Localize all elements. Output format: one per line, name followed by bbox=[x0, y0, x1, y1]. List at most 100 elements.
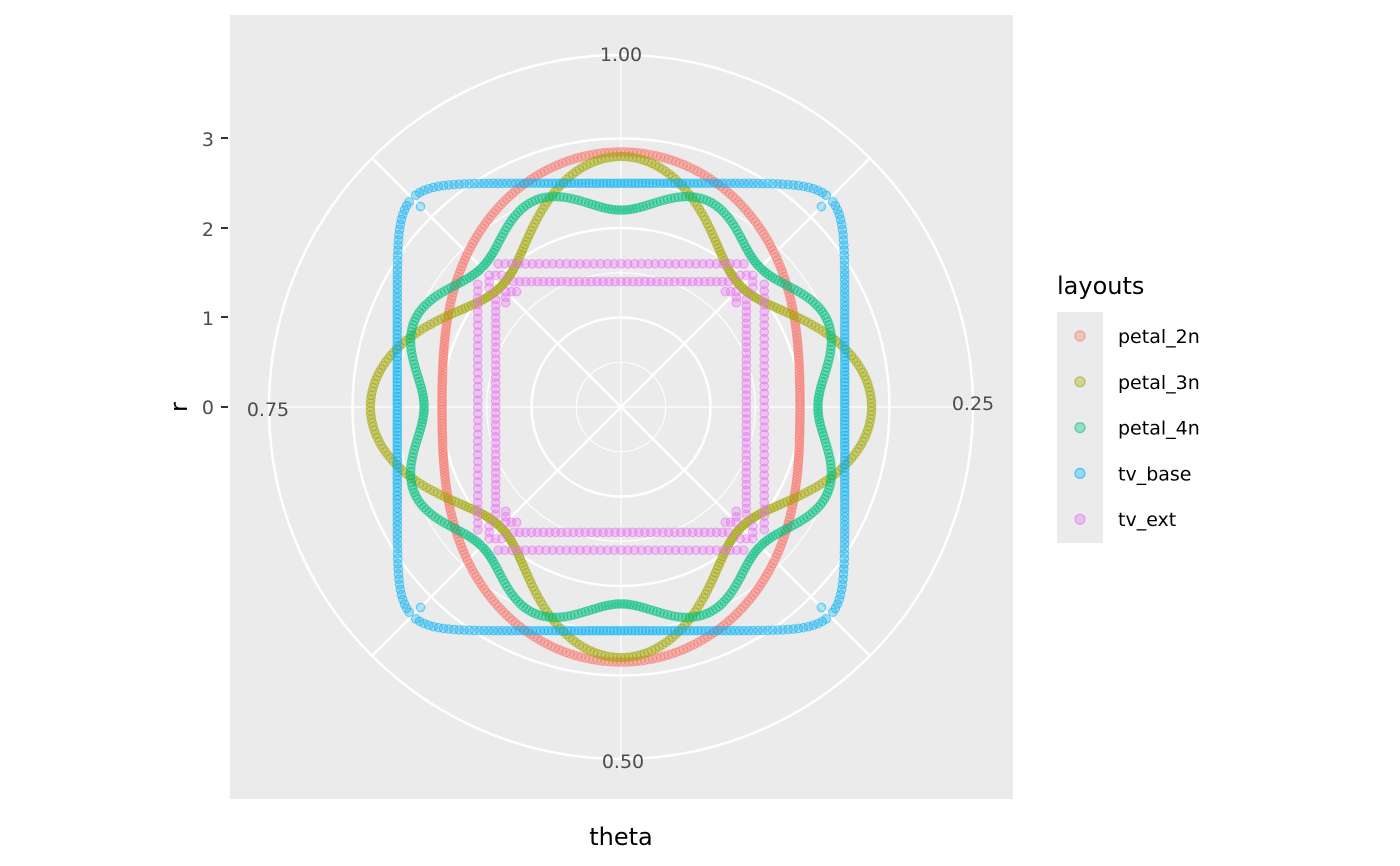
data-point bbox=[704, 259, 715, 269]
data-point bbox=[473, 306, 483, 317]
data-point bbox=[409, 359, 420, 369]
data-point bbox=[663, 545, 674, 556]
data-point bbox=[723, 263, 734, 274]
data-point bbox=[443, 180, 454, 190]
data-point bbox=[508, 527, 519, 538]
data-point bbox=[408, 448, 419, 459]
data-point bbox=[826, 333, 837, 344]
data-point bbox=[473, 402, 483, 412]
data-point bbox=[677, 612, 687, 622]
data-point bbox=[566, 193, 576, 204]
data-point bbox=[407, 481, 417, 491]
data-point bbox=[788, 624, 799, 634]
data-point bbox=[619, 625, 630, 636]
data-point bbox=[759, 429, 770, 440]
data-point bbox=[392, 265, 403, 275]
data-point bbox=[626, 625, 637, 636]
data-point bbox=[825, 455, 836, 466]
data-point bbox=[725, 517, 736, 528]
data-point bbox=[541, 259, 551, 269]
legend-key-petal_3n bbox=[1074, 376, 1086, 388]
data-point bbox=[759, 299, 770, 310]
data-point bbox=[392, 363, 403, 373]
data-point bbox=[602, 545, 613, 556]
data-point bbox=[547, 612, 558, 623]
r-tick-label: 3 bbox=[202, 129, 214, 151]
data-point bbox=[405, 466, 416, 477]
data-point bbox=[541, 545, 551, 556]
data-point bbox=[839, 553, 850, 564]
data-point bbox=[392, 544, 403, 554]
data-point bbox=[651, 625, 662, 636]
theta-grid-line bbox=[620, 157, 871, 408]
data-point bbox=[393, 240, 403, 250]
data-point bbox=[473, 395, 483, 405]
data-point bbox=[392, 359, 403, 370]
data-point bbox=[609, 259, 619, 269]
data-point bbox=[558, 612, 569, 622]
data-point bbox=[839, 373, 850, 384]
theta-grid-line bbox=[371, 157, 622, 408]
data-point bbox=[392, 553, 403, 564]
data-point bbox=[473, 443, 483, 453]
r-tick-label: 2 bbox=[202, 219, 214, 241]
legend-label-tv_base: tv_base bbox=[1118, 463, 1192, 485]
data-point bbox=[405, 337, 416, 348]
data-point bbox=[824, 352, 835, 362]
data-point bbox=[562, 178, 573, 189]
data-point bbox=[839, 352, 850, 362]
data-point bbox=[718, 545, 729, 556]
data-point bbox=[392, 452, 403, 462]
data-point bbox=[404, 196, 414, 207]
data-point bbox=[695, 611, 705, 621]
data-point bbox=[392, 398, 403, 409]
data-point bbox=[731, 506, 742, 517]
data-point bbox=[405, 470, 416, 481]
series-tv_ext bbox=[473, 259, 770, 556]
data-point bbox=[826, 466, 837, 477]
data-point bbox=[759, 347, 770, 358]
data-point bbox=[839, 455, 850, 466]
theta-grid-line bbox=[620, 406, 871, 657]
data-point bbox=[569, 194, 580, 205]
data-point bbox=[839, 409, 850, 419]
data-point bbox=[612, 178, 623, 189]
data-point bbox=[406, 348, 417, 359]
data-point bbox=[839, 405, 850, 416]
data-point bbox=[659, 195, 669, 206]
data-point bbox=[566, 625, 576, 636]
data-point bbox=[759, 497, 770, 508]
data-point bbox=[473, 463, 483, 474]
data-point bbox=[816, 602, 827, 613]
data-point bbox=[698, 545, 708, 556]
data-point bbox=[392, 391, 403, 402]
r-minor-grid-circle bbox=[396, 182, 846, 632]
data-point bbox=[673, 625, 684, 636]
data-point bbox=[826, 459, 836, 470]
data-point bbox=[473, 490, 483, 501]
data-point bbox=[758, 178, 768, 189]
data-point bbox=[415, 201, 426, 212]
data-point bbox=[616, 545, 626, 556]
data-point bbox=[392, 405, 403, 416]
data-point bbox=[602, 259, 613, 269]
data-point bbox=[473, 299, 483, 310]
data-point bbox=[566, 610, 576, 621]
data-point bbox=[548, 259, 558, 269]
data-point bbox=[738, 545, 749, 556]
data-point bbox=[826, 337, 837, 348]
data-point bbox=[630, 178, 640, 189]
data-point bbox=[410, 362, 421, 373]
data-point bbox=[839, 426, 850, 437]
data-point bbox=[473, 313, 483, 324]
data-point bbox=[839, 255, 850, 266]
data-point bbox=[473, 374, 483, 385]
data-point bbox=[547, 191, 558, 202]
data-point bbox=[609, 545, 619, 556]
data-point bbox=[551, 191, 562, 202]
data-point bbox=[759, 524, 770, 535]
data-point bbox=[493, 545, 504, 556]
data-point bbox=[520, 259, 531, 269]
data-point bbox=[473, 409, 483, 419]
data-point bbox=[759, 422, 770, 433]
